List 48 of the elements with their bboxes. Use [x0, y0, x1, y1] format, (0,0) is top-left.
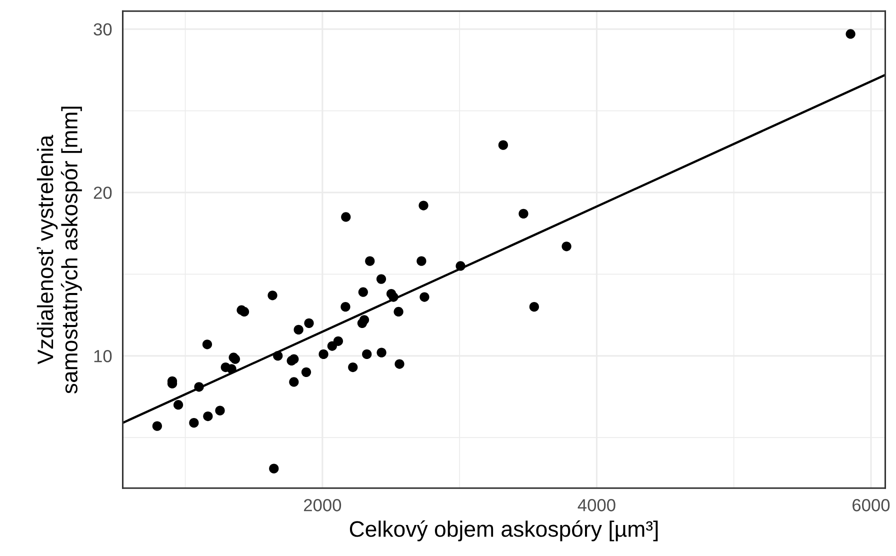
point: [301, 367, 312, 377]
point: [376, 348, 386, 358]
point: [562, 242, 572, 252]
point: [340, 302, 350, 312]
point: [273, 351, 283, 361]
point: [289, 377, 299, 387]
point: [456, 261, 466, 271]
x-tick-label: 4000: [578, 499, 616, 512]
point: [202, 340, 212, 350]
point: [418, 200, 428, 210]
point: [394, 359, 404, 369]
point: [215, 406, 225, 416]
point: [173, 400, 184, 410]
point: [358, 287, 368, 297]
point: [416, 256, 426, 266]
point: [846, 29, 856, 39]
point: [203, 411, 213, 422]
point: [388, 292, 398, 302]
x-axis-title: Celkový objem askospóry [µm³]: [350, 520, 658, 542]
point: [269, 464, 279, 474]
point: [376, 274, 386, 284]
point: [420, 292, 430, 302]
point: [189, 418, 199, 428]
y-tick-label: 20: [94, 186, 112, 199]
point: [365, 256, 375, 266]
point: [268, 290, 278, 300]
point: [294, 324, 304, 335]
point: [289, 354, 299, 364]
y-tick-label: 10: [94, 350, 112, 362]
point: [359, 315, 370, 325]
point: [348, 362, 358, 372]
y-tick-label: 30: [94, 23, 112, 36]
point: [194, 382, 204, 392]
point: [304, 318, 314, 328]
point: [318, 349, 328, 360]
x-tick-label: 6000: [852, 499, 890, 512]
point: [226, 364, 236, 374]
point: [518, 208, 528, 219]
y-axis-title: Vzdialenosť vystrelenia samostatných askospór [mm]: [36, 106, 82, 394]
point: [333, 336, 344, 346]
point: [362, 349, 372, 360]
point: [529, 302, 539, 312]
point: [394, 306, 404, 317]
point: [341, 212, 351, 222]
x-tick-label: 2000: [304, 499, 342, 512]
point: [498, 140, 508, 150]
point: [239, 306, 250, 317]
point: [152, 421, 162, 431]
